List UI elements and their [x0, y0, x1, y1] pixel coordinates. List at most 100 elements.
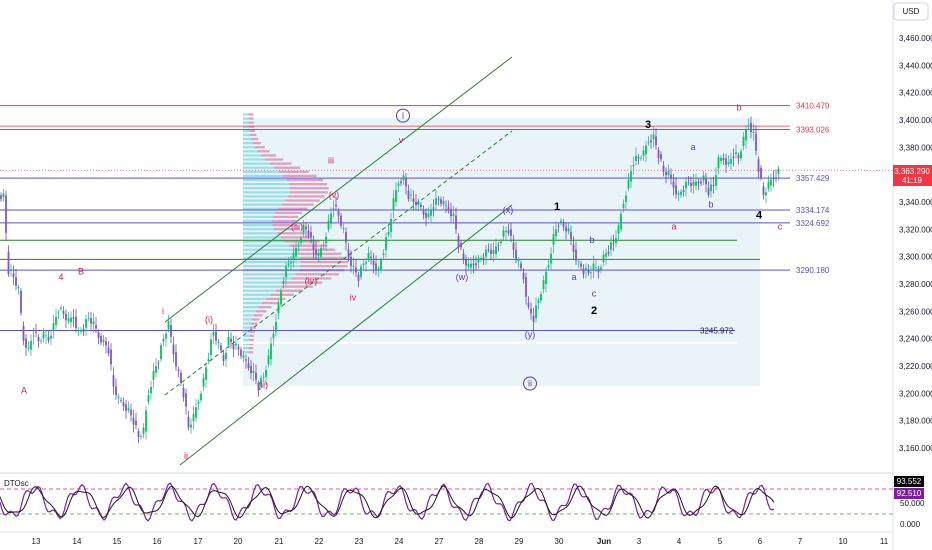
wave-label[interactable]: i: [162, 306, 164, 316]
wave-label[interactable]: 2: [591, 305, 597, 317]
vp-bar-buy: [243, 285, 313, 288]
candle-body: [630, 171, 632, 182]
time-tick-label: 14: [73, 537, 82, 546]
candle-body: [600, 267, 602, 271]
candle-body: [457, 236, 460, 247]
candle-body: [60, 307, 62, 309]
price-axis[interactable]: [893, 0, 932, 550]
candle-body: [250, 366, 252, 374]
candle-body: [147, 395, 150, 402]
candle-body: [127, 407, 130, 411]
vp-bar-sell: [254, 146, 265, 149]
wave-label[interactable]: b: [736, 102, 741, 112]
candle-body: [252, 370, 255, 374]
vp-bar-sell: [275, 211, 303, 214]
candle-body: [90, 318, 92, 324]
candle-body: [257, 383, 260, 391]
time-tick-label: Jun: [597, 537, 611, 546]
candle-body: [25, 338, 27, 348]
vp-bar-buy: [243, 203, 314, 206]
vp-bar-buy: [243, 232, 305, 235]
candle-body: [237, 346, 240, 350]
wave-label[interactable]: (iv): [305, 276, 318, 286]
candle-body: [595, 267, 597, 268]
candle-body: [402, 175, 405, 181]
vp-bar-buy: [243, 199, 320, 202]
osc-tick: 50.000: [900, 499, 925, 508]
wave-label[interactable]: (i): [205, 314, 213, 324]
wave-label[interactable]: c: [592, 288, 597, 298]
wave-label[interactable]: c: [778, 221, 783, 231]
wave-label[interactable]: b: [708, 199, 713, 209]
wave-label[interactable]: ii: [184, 451, 188, 461]
candle-body: [37, 337, 40, 342]
vp-bar-buy: [243, 351, 254, 354]
countdown-label: 41:19: [902, 176, 923, 185]
time-axis[interactable]: 13 14 15 16 17 20 21 22 23 24 27 28 29 30 Jun 3 4 5 6 7 10 11: [32, 537, 889, 546]
osc-title[interactable]: DTOsc: [4, 479, 29, 488]
candle-body: [450, 208, 452, 217]
wave-label[interactable]: a: [690, 142, 695, 152]
candle-body: [292, 252, 295, 260]
wave-label[interactable]: B: [78, 266, 84, 276]
currency-button[interactable]: USD: [893, 2, 929, 21]
trend-channel: [164, 56, 513, 466]
channel-upper-line[interactable]: [164, 56, 513, 323]
wave-label[interactable]: 3: [645, 119, 651, 131]
candle-body: [42, 332, 45, 339]
wave-label[interactable]: (v): [329, 190, 340, 200]
wave-label[interactable]: (x): [503, 205, 514, 215]
wave-label[interactable]: a: [571, 272, 576, 282]
channel-middle-line[interactable]: [164, 130, 513, 396]
wave-label[interactable]: v: [399, 135, 404, 145]
wave-label[interactable]: 4: [756, 209, 763, 221]
candle-body: [377, 268, 380, 271]
vp-bar-buy: [243, 310, 267, 313]
candle-body: [62, 310, 65, 315]
vp-bar-buy: [243, 342, 254, 346]
vp-bar-sell: [253, 314, 263, 317]
wave-label[interactable]: 4: [58, 272, 63, 282]
vp-bar-sell: [272, 224, 297, 227]
candlestick-series: [0, 116, 780, 444]
candle-body: [320, 247, 322, 257]
wave-label[interactable]: (y): [525, 329, 536, 339]
candle-body: [200, 393, 202, 401]
candle-body: [380, 260, 382, 271]
price-tick-label: 3,320.000: [899, 225, 932, 234]
candle-body: [195, 407, 197, 418]
wave-label[interactable]: A: [21, 385, 27, 395]
candle-body: [410, 194, 412, 196]
wave-label[interactable]: (ii): [258, 380, 268, 390]
wave-label[interactable]: i: [402, 111, 404, 121]
candle-body: [272, 333, 275, 338]
candle-body: [375, 263, 377, 271]
candle-body: [240, 349, 242, 357]
vp-bar-sell: [276, 289, 304, 292]
wave-label[interactable]: (iii): [291, 221, 303, 231]
candle-body: [750, 122, 752, 133]
vp-bar-sell: [255, 310, 267, 313]
price-tick-label: 3,380.000: [899, 143, 932, 152]
wave-label[interactable]: iv: [350, 292, 357, 302]
candle-body: [517, 259, 520, 262]
candle-body: [145, 410, 147, 432]
vp-bar-sell: [276, 232, 305, 235]
wave-label[interactable]: iii: [328, 156, 334, 166]
wave-label[interactable]: a: [671, 221, 676, 231]
wave-label[interactable]: ii: [528, 379, 532, 389]
candle-body: [437, 198, 440, 200]
wave-label[interactable]: b: [589, 235, 594, 245]
channel-lower-line[interactable]: [179, 204, 513, 466]
osc-value-1: 93.552: [897, 477, 922, 486]
candle-body: [730, 158, 732, 164]
wave-label[interactable]: 1: [554, 201, 560, 213]
candle-body: [82, 328, 85, 332]
candle-body: [742, 136, 745, 146]
vp-bar-buy: [243, 297, 286, 301]
candle-body: [660, 154, 662, 160]
candle-body: [302, 224, 305, 233]
wave-label[interactable]: (w): [456, 272, 469, 282]
time-tick-label: 16: [153, 537, 162, 546]
